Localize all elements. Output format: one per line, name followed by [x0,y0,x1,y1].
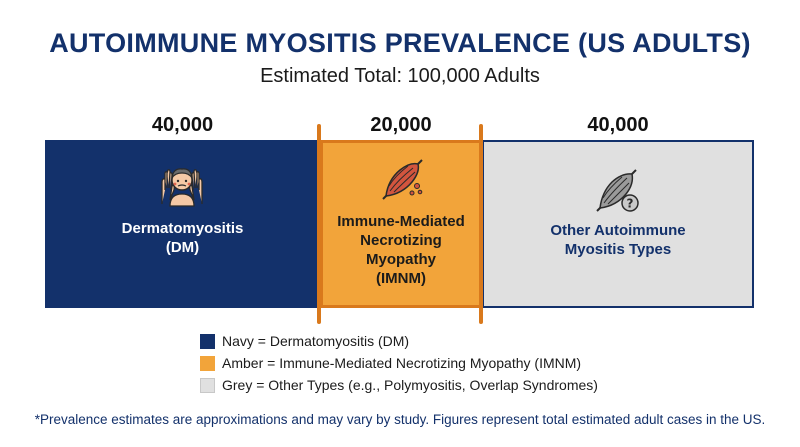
legend-item-imnm: Amber = Immune-Mediated Necrotizing Myop… [200,353,598,373]
imnm-left-boundary-line [317,124,321,324]
imnm-right-boundary-line [479,124,483,324]
segment-label-imnm-line: Myopathy [365,251,436,268]
bar-segment-imnm [320,140,482,308]
chart-subtitle: Estimated Total: 100,000 Adults [260,65,540,87]
muscle-question-icon: ? [596,169,639,212]
legend-text: Navy = Dermatomyositis (DM) [222,333,410,349]
svg-text:?: ? [627,197,634,211]
legend-swatch-navy [200,333,215,349]
segment-label-imnm-line: (IMNM) [376,270,426,287]
segment-label-imnm: Immune-Mediated Necrotizing Myopathy (IM… [320,212,482,288]
legend-swatch-grey [200,377,215,393]
chart-title: AUTOIMMUNE MYOSITIS PREVALENCE (US ADULT… [49,28,751,58]
footnote: *Prevalence estimates are approximations… [34,412,766,427]
value-label-dm: 40,000 [151,114,214,136]
legend-item-other: Grey = Other Types (e.g., Polymyositis, … [200,375,598,395]
segment-label-other-line: Other Autoimmune [550,222,686,239]
legend-text: Amber = Immune-Mediated Necrotizing Myop… [222,355,582,371]
segment-label-other: Other Autoimmune Myositis Types [482,221,754,259]
segment-label-dm: Dermatomyositis (DM) [45,219,320,257]
value-label-other: 40,000 [587,114,649,136]
bar-segment-other [482,140,754,308]
segment-label-imnm-line: Necrotizing [360,232,442,249]
segment-label-dm-line: Dermatomyositis [121,220,244,237]
muscle-icon [382,159,423,200]
legend-swatch-amber [200,355,215,371]
value-label-imnm: 20,000 [370,114,432,136]
legend-text: Grey = Other Types (e.g., Polymyositis, … [222,377,598,393]
legend: Navy = Dermatomyositis (DM) Amber = Immu… [200,331,598,397]
legend-item-dm: Navy = Dermatomyositis (DM) [200,331,598,351]
segment-label-dm-line: (DM) [165,239,200,256]
dermatomyositis-patient-icon [161,168,203,207]
bar-segment-dm [45,140,320,308]
segment-label-imnm-line: Immune-Mediated [337,213,465,230]
segment-label-other-line: Myositis Types [564,241,672,258]
